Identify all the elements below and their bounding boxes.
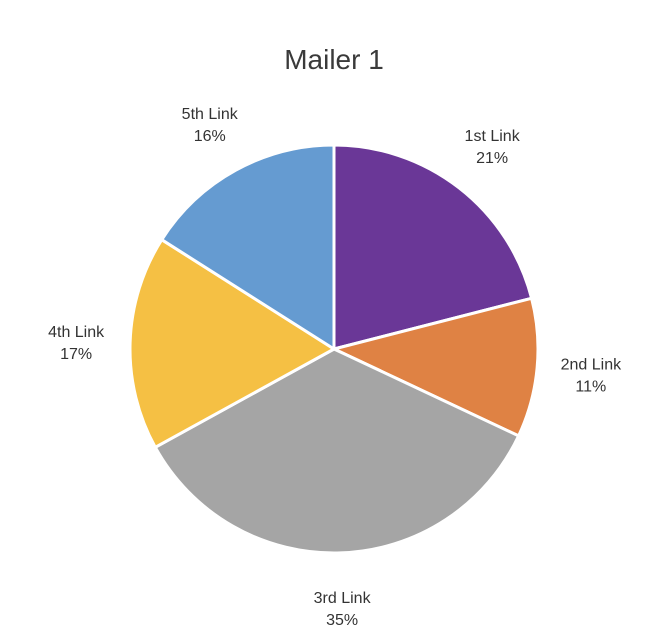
- pie-slice-5: [160, 143, 336, 351]
- slice-percent-label: 17%: [60, 346, 92, 363]
- slice-percent-label: 11%: [575, 378, 606, 395]
- slice-label-5: 5th Link 16%: [182, 106, 239, 145]
- slice-label-3: 3rd Link 35%: [314, 590, 372, 629]
- slice-category-label: 1st Link: [465, 128, 521, 145]
- pie-slice-3: [153, 347, 521, 555]
- pie-slice-1: [332, 143, 534, 351]
- slice-label-4: 4th Link 17%: [48, 324, 105, 363]
- slice-percent-label: 16%: [194, 128, 226, 145]
- slice-category-label: 5th Link: [182, 106, 239, 123]
- slice-category-label: 4th Link: [48, 324, 105, 341]
- chart-title: Mailer 1: [284, 44, 384, 75]
- pie-slice-4: [128, 238, 336, 449]
- slice-category-label: 2nd Link: [561, 356, 622, 373]
- slice-category-label: 3rd Link: [314, 590, 372, 607]
- slice-percent-label: 35%: [326, 612, 358, 629]
- slice-label-1: 1st Link 21%: [465, 128, 521, 167]
- slice-percent-label: 21%: [476, 150, 508, 167]
- slice-label-2: 2nd Link 11%: [561, 356, 622, 395]
- pie-slice-2: [332, 296, 540, 438]
